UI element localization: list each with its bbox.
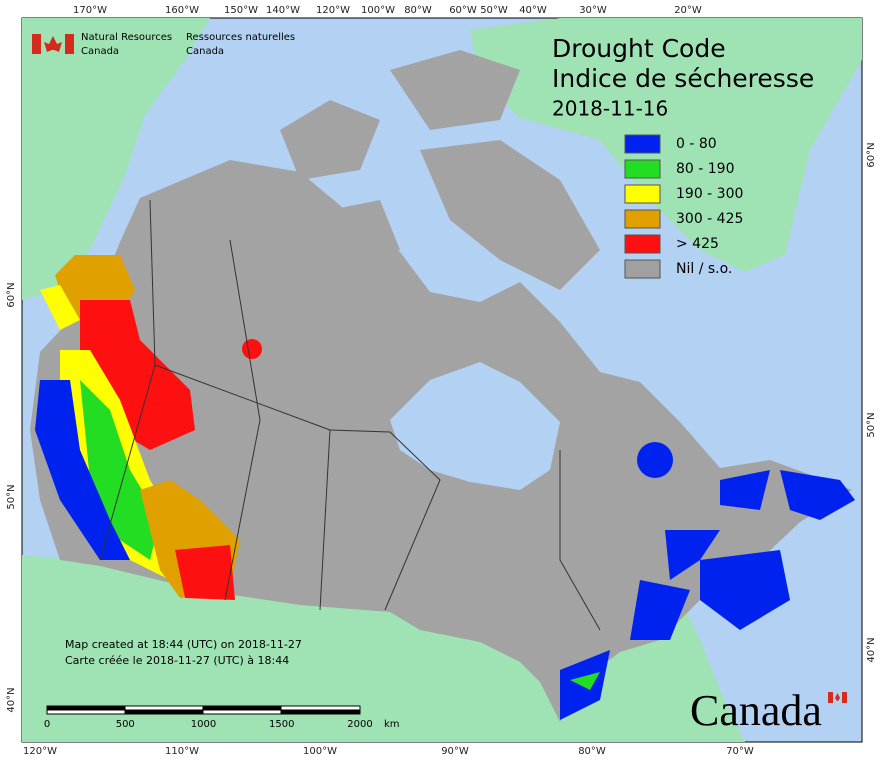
footnote: Carte créée le 2018-11-27 (UTC) à 18:44	[65, 654, 289, 667]
graticule-label: 60°W	[449, 5, 477, 16]
scale-label: 1500	[269, 719, 294, 730]
canada-wordmark: Canada	[690, 686, 822, 735]
graticule-label: 150°W	[224, 5, 258, 16]
legend-label: > 425	[676, 236, 719, 252]
graticule-label: 70°W	[726, 746, 754, 757]
legend-swatch	[624, 209, 661, 229]
graticule-label: 50°N	[866, 412, 877, 437]
scale-bar	[46, 705, 361, 715]
scale-label: 2000	[347, 719, 372, 730]
legend-swatch	[624, 134, 661, 154]
scale-label: 0	[44, 719, 50, 730]
graticule-label: 60°N	[6, 282, 17, 307]
legend-label: 0 - 80	[676, 136, 717, 152]
graticule-label: 50°N	[6, 484, 17, 509]
date: 2018-11-16	[552, 97, 668, 121]
hudson-bay	[390, 362, 560, 490]
graticule-label: 40°W	[519, 5, 547, 16]
graticule-label: 80°W	[404, 5, 432, 16]
graticule-label: 160°W	[165, 5, 199, 16]
legend-label: 80 - 190	[676, 161, 735, 177]
wordmark	[828, 692, 847, 703]
graticule-label: 60°N	[866, 142, 877, 167]
legend-swatch	[624, 184, 661, 204]
legend-swatch	[624, 159, 661, 179]
drought-areas	[35, 255, 855, 720]
nrcan-fr: Ressources naturelles	[186, 32, 295, 43]
graticule-label: 100°W	[303, 746, 337, 757]
graticule-label: 40°N	[6, 687, 17, 712]
graticule-label: 20°W	[674, 5, 702, 16]
scale-label: 1000	[191, 719, 216, 730]
graticule-label: 30°W	[579, 5, 607, 16]
nrcan-en: Canada	[81, 46, 119, 57]
legend-swatch	[624, 234, 661, 254]
nrcan-fr: Canada	[186, 46, 224, 57]
legend-label: 190 - 300	[676, 186, 743, 202]
nrcan-en: Natural Resources	[81, 32, 172, 43]
legend-swatch	[624, 259, 661, 279]
graticule-label: 40°N	[866, 637, 877, 662]
graticule-label: 100°W	[361, 5, 395, 16]
title: Indice de sécheresse	[552, 64, 814, 93]
graticule-label: 140°W	[266, 5, 300, 16]
scale-unit: km	[384, 719, 400, 730]
graticule-label: 170°W	[73, 5, 107, 16]
province-borders	[99, 199, 601, 631]
graticule-label: 80°W	[578, 746, 606, 757]
graticule-label: 120°W	[316, 5, 350, 16]
graticule-label: 120°W	[23, 746, 57, 757]
title: Drought Code	[552, 34, 726, 63]
graticule-label: 50°W	[480, 5, 508, 16]
footnote: Map created at 18:44 (UTC) on 2018-11-27	[65, 638, 302, 651]
legend-label: Nil / s.o.	[676, 261, 732, 277]
legend-label: 300 - 425	[676, 211, 743, 227]
scale-label: 500	[116, 719, 135, 730]
nrcan-logo	[32, 34, 74, 54]
graticule-label: 90°W	[441, 746, 469, 757]
graticule-label: 110°W	[165, 746, 199, 757]
